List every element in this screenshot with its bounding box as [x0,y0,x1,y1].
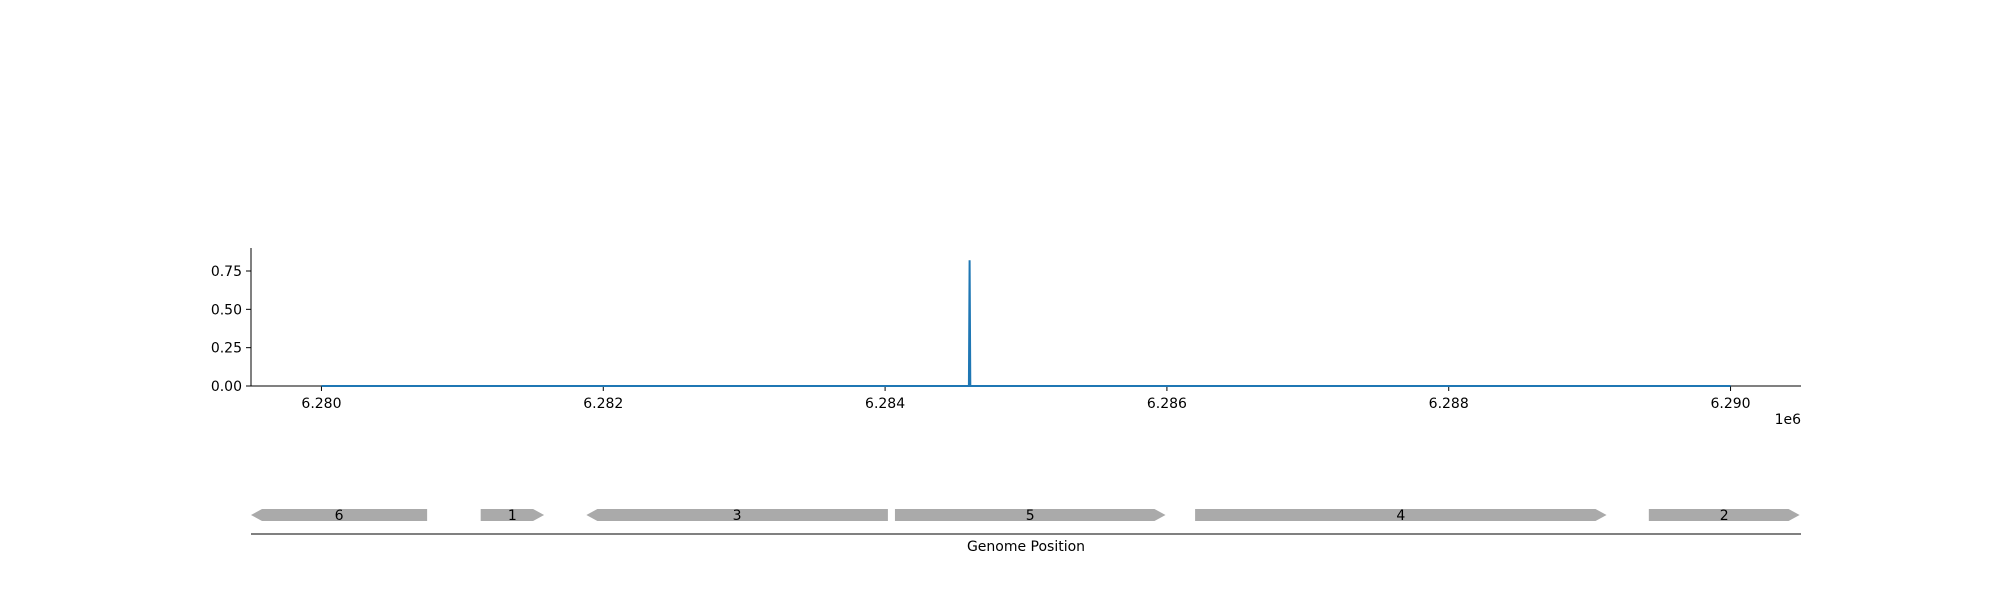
gene-label: 2 [1720,508,1729,524]
gene-label: 5 [1026,508,1035,524]
y-tick-label: 0.50 [211,302,242,318]
gene-track: 6 1 3 5 4 2 Genome Position [251,508,1801,555]
gene-arrow [1648,509,1800,521]
gene-arrow [480,509,545,521]
gene-arrow [894,509,1166,521]
x-tick-label: 6.282 [583,396,623,412]
x-offset-label: 1e6 [1775,412,1802,428]
x-tick-label: 6.288 [1429,396,1469,412]
x-tick-label: 6.284 [865,396,905,412]
x-tick-label: 6.290 [1710,396,1750,412]
x-ticks: 6.280 6.282 6.284 6.286 6.288 6.290 [301,386,1751,412]
y-tick-label: 0.00 [211,379,242,395]
gene-arrow [1195,509,1607,521]
coverage-plot: 0.000.250.500.75 6.280 6.282 6.284 6.286 6.2… [211,248,1801,428]
y-tick-label: 0.25 [211,341,242,357]
gene-arrow [251,509,428,521]
x-tick-label: 6.280 [301,396,341,412]
gene-arrow [586,509,888,521]
x-tick-label: 6.286 [1147,396,1187,412]
gene-label: 1 [508,508,517,524]
gene-arrows: 6 1 3 5 4 2 [251,508,1800,524]
gene-track-xlabel: Genome Position [967,539,1085,555]
y-tick-label: 0.75 [211,264,242,280]
gene-label: 4 [1396,508,1405,524]
series-line [321,260,1731,387]
gene-label: 3 [733,508,742,524]
gene-label: 6 [335,508,344,524]
y-ticks: 0.00 0.25 0.50 0.75 [211,264,251,395]
